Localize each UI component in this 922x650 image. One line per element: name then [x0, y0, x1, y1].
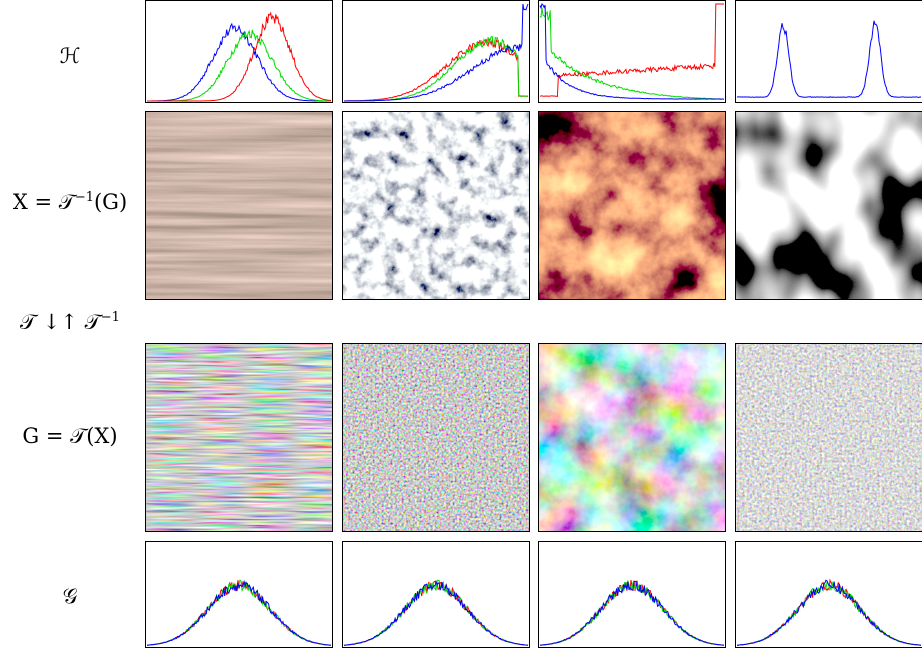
texture-image — [735, 111, 922, 300]
gaussianized-image — [342, 343, 530, 532]
label-text: ℋ — [60, 44, 81, 68]
histogram-curve — [540, 8, 724, 99]
histogram-curve — [737, 582, 921, 646]
panel-frame — [539, 542, 726, 648]
panel-frame — [146, 1, 333, 103]
panel-frame — [343, 1, 530, 103]
histogram-curve — [344, 581, 528, 645]
histogram-curve — [540, 4, 724, 96]
texture — [538, 111, 726, 300]
row-label: 𝒯 ↓↑ 𝒯−1 — [0, 310, 140, 335]
row-label: X = 𝒯−1(G) — [0, 190, 140, 215]
histogram-panel — [145, 0, 333, 103]
histogram-curve — [344, 4, 528, 101]
histogram-curve — [147, 580, 331, 645]
histogram-curve — [147, 24, 331, 101]
histogram-curve — [540, 581, 724, 645]
label-text: X = 𝒯 — [13, 190, 75, 214]
texture — [538, 343, 726, 532]
histogram-curve — [147, 580, 331, 645]
histogram-curve — [540, 4, 724, 99]
histogram-panel — [735, 0, 922, 103]
gaussian-histogram-panel — [342, 541, 530, 648]
panel-frame — [146, 542, 333, 648]
label-text: 𝒯 ↓↑ 𝒯 — [20, 310, 101, 334]
panel-frame — [343, 542, 530, 648]
panel-frame — [736, 1, 922, 103]
label-text: (G) — [94, 190, 127, 214]
histogram-panel — [538, 0, 726, 103]
histogram-curve — [737, 580, 921, 645]
histogram-curve — [540, 581, 724, 645]
label-text: G = 𝒯(X) — [22, 424, 117, 448]
texture — [145, 343, 333, 532]
texture — [735, 111, 922, 300]
gaussian-histogram-panel — [145, 541, 333, 648]
histogram-curve — [344, 580, 528, 645]
texture-image — [145, 111, 333, 300]
histogram-curve — [147, 582, 331, 646]
row-label: ℋ — [0, 44, 140, 68]
texture-image — [342, 111, 530, 300]
row-label: G = 𝒯(X) — [0, 424, 140, 449]
panel-frame — [736, 542, 922, 648]
label-text: 𝒢 — [63, 584, 78, 608]
texture-image — [538, 111, 726, 300]
histogram-curve — [344, 582, 528, 645]
histogram-panel — [342, 0, 530, 103]
gaussian-histogram-panel — [735, 541, 922, 648]
gaussian-histogram-panel — [538, 541, 726, 648]
texture — [342, 111, 530, 300]
label-sup: −1 — [75, 190, 94, 205]
histogram-curve — [147, 30, 331, 101]
texture — [145, 111, 333, 300]
gaussianized-image — [145, 343, 333, 532]
texture — [735, 343, 922, 532]
page: ℋ X = 𝒯−1(G) 𝒯 ↓↑ 𝒯−1 G = 𝒯(X) 𝒢 (() => … — [0, 0, 922, 650]
label-sup: −1 — [101, 310, 120, 325]
gaussianized-image — [735, 343, 922, 532]
histogram-curve — [737, 21, 921, 98]
texture — [342, 343, 530, 532]
panel-frame — [539, 1, 726, 103]
gaussianized-image — [538, 343, 726, 532]
row-label: 𝒢 — [0, 584, 140, 609]
